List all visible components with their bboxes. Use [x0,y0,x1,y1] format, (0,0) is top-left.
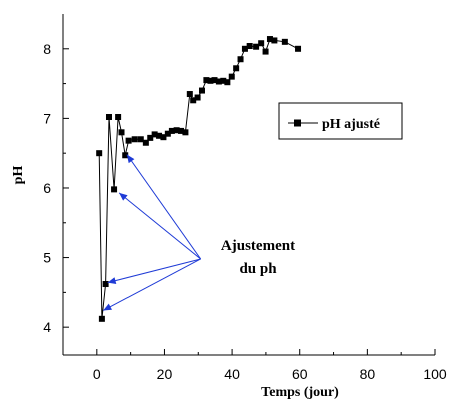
data-point [246,43,253,50]
data-point [241,45,248,52]
legend-label: pH ajusté [322,117,380,132]
annotation-arrowhead [126,154,135,164]
data-point [125,137,132,144]
y-tick-label: 4 [43,319,51,335]
data-point [207,77,214,84]
data-point [224,79,231,86]
data-point [203,77,210,84]
x-axis-title: Temps (jour) [261,385,339,400]
data-point [178,127,185,134]
annotation-arrow [118,192,201,260]
data-point [194,94,201,101]
data-point [253,43,260,50]
data-point [186,91,193,98]
data-point [147,134,154,141]
y-tick-label: 7 [43,110,51,126]
y-axis-ticks: 4 5 6 7 8 [43,41,69,335]
data-point [173,127,180,134]
annotation-arrowhead [119,192,128,201]
data-point [182,129,189,136]
x-tick-label: 100 [423,366,447,382]
data-point [198,87,205,94]
data-point [122,152,129,159]
data-point [105,113,112,120]
data-point [102,281,109,288]
annotation-arrow [126,154,202,260]
data-point [96,150,103,157]
annotation-arrow [103,258,201,311]
annotation-layer [103,154,202,311]
data-point [164,130,171,137]
data-point [168,127,175,134]
data-point [115,113,122,120]
data-point [237,56,244,63]
x-axis-ticks: 0 20 40 60 80 100 [62,349,447,382]
x-tick-label: 0 [93,366,101,382]
y-axis-title: pH [11,166,26,185]
data-point [266,36,273,43]
x-tick-label: 40 [224,366,240,382]
data-point [228,73,235,80]
legend: pH ajusté [278,102,403,140]
data-point [211,77,218,84]
y-tick-label: 8 [43,41,51,57]
data-point [281,38,288,45]
y-tick-label: 5 [43,250,51,266]
data-point [131,136,138,143]
data-point [142,139,149,146]
y-tick-label: 6 [43,180,51,196]
data-point [271,37,278,44]
annotation-arrowhead [103,303,112,311]
annotation-label-line1: Ajustement [221,238,295,254]
plot-area [62,14,435,356]
annotation-arrowhead [107,277,117,284]
legend-marker [294,119,301,127]
annotation-label-line2: du ph [239,261,277,277]
series-layer [96,36,302,322]
data-point [215,78,222,85]
x-tick-label: 20 [157,366,173,382]
data-point [160,134,167,141]
annotation-arrow [107,258,201,284]
x-tick-label: 80 [360,366,376,382]
data-point [233,65,240,72]
data-point [295,45,302,52]
data-point [156,132,163,139]
data-point [220,77,227,84]
x-tick-label: 60 [292,366,308,382]
data-point [98,315,105,322]
data-point [258,40,265,47]
data-point [111,186,118,193]
data-point [118,129,125,136]
data-point [262,48,269,55]
data-point [137,136,144,143]
data-point [151,131,158,138]
data-point [190,97,197,104]
